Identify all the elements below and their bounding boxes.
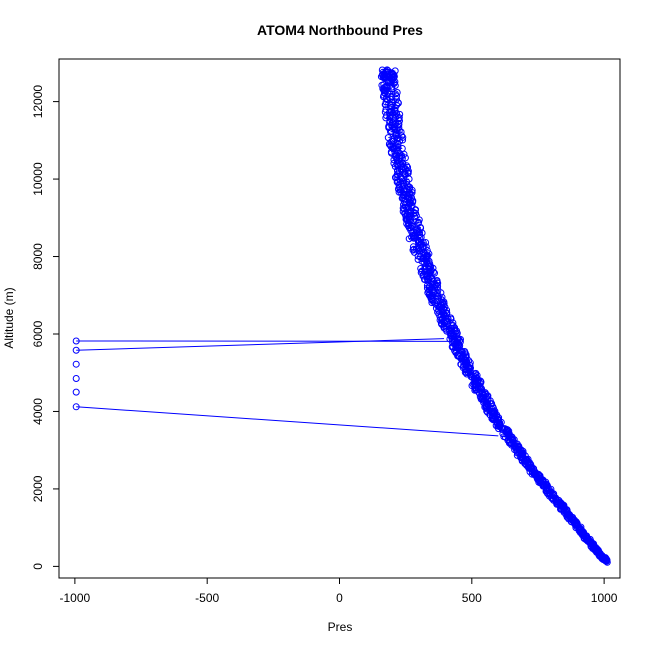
outlier-point [72, 403, 80, 411]
y-tick-label: 0 [31, 563, 45, 570]
data-point [430, 288, 438, 296]
data-point [393, 170, 401, 178]
data-point [416, 238, 423, 246]
x-tick-label: 0 [336, 591, 343, 605]
data-point [400, 195, 408, 203]
data-point [393, 89, 401, 96]
outlier-point [72, 346, 80, 354]
data-point [391, 90, 399, 98]
y-tick-label: 6000 [31, 320, 45, 347]
data-point [399, 177, 407, 185]
outlier-point [72, 375, 80, 383]
data-point [577, 523, 585, 531]
data-point [378, 81, 386, 89]
chart-title: ATOM4 Northbound Pres [257, 22, 423, 38]
x-axis-label: Pres [328, 620, 353, 634]
x-tick-label: 500 [462, 591, 482, 605]
y-tick-label: 2000 [31, 475, 45, 502]
data-point [417, 265, 425, 272]
data-point [409, 243, 417, 251]
x-tick-label: -500 [195, 591, 219, 605]
y-axis-label: Altitude (m) [2, 287, 16, 348]
series-line [381, 69, 608, 563]
spike-line [76, 338, 445, 351]
outlier-point [72, 337, 80, 345]
data-point [391, 67, 399, 75]
data-point [410, 233, 417, 241]
spike-line [76, 406, 499, 437]
data-point [400, 205, 408, 213]
plot-frame [58, 58, 621, 579]
data-point [401, 154, 409, 162]
data-point [398, 145, 406, 152]
outlier-point [72, 360, 80, 368]
outlier-point [72, 388, 80, 396]
y-tick-label: 8000 [31, 243, 45, 270]
data-point [395, 152, 403, 160]
x-tick-label: -1000 [60, 591, 91, 605]
data-point [386, 105, 394, 113]
data-point [383, 66, 391, 74]
data-point [408, 194, 415, 202]
y-axis: 0 2000 4000 6000 8000 10000 12000 [31, 85, 60, 570]
x-tick-label: 1000 [591, 591, 618, 605]
y-tick-label: 10000 [31, 162, 45, 196]
data-point [412, 206, 419, 214]
data-point [458, 348, 466, 355]
data-point [438, 293, 446, 301]
data-point [502, 427, 510, 434]
data-point [453, 344, 461, 352]
data-point [394, 144, 402, 152]
data-point [384, 134, 392, 142]
series-points [72, 66, 611, 566]
data-point [382, 106, 390, 114]
data-point [423, 284, 431, 292]
data-point [454, 334, 462, 342]
data-point [409, 246, 417, 254]
y-tick-label: 4000 [31, 398, 45, 425]
data-point [384, 67, 392, 75]
x-axis: -1000 -500 0 500 1000 [60, 577, 618, 605]
data-point [379, 85, 387, 93]
y-tick-label: 12000 [31, 85, 45, 119]
data-point [399, 208, 407, 216]
data-point [424, 252, 432, 259]
